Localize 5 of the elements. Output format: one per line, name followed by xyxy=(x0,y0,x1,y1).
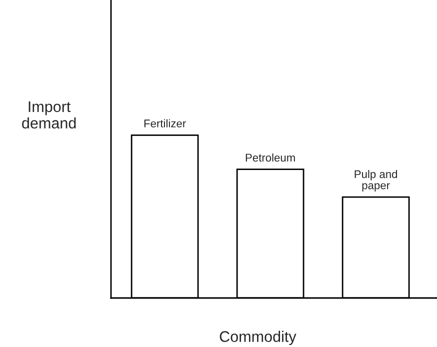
x-tick-label: Pulp and paper xyxy=(354,170,398,192)
x-axis-title: Commodity xyxy=(220,330,296,346)
x-tick-label: Petroleum xyxy=(246,153,295,162)
y-axis-title: Import demand xyxy=(22,101,76,129)
x-tick-label: Fertilizer xyxy=(144,119,186,128)
